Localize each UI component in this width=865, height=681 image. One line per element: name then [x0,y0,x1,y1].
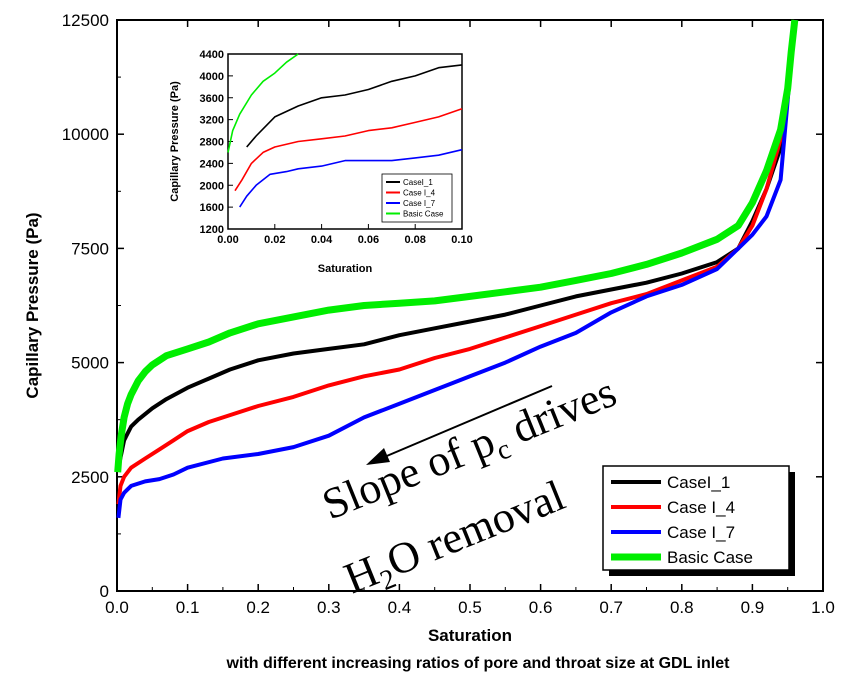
x-tick-label: 0.9 [741,598,765,617]
inset-plot: 0.00 0.02 0.04 0.06 0.08 0.10 1200 1600 2000 2400… [169,49,473,275]
inset-legend-label: Basic Case [403,210,444,219]
legend-label: Basic Case [667,548,753,567]
x-tick-label: 0.8 [670,598,694,617]
y-tick-label: 12500 [62,11,109,30]
main-plot: 0.0 0.1 0.2 0.3 0.4 0.5 0.6 0.7 0.8 0.9 1.0 0 2500 50… [23,11,835,672]
inset-y-tick-label: 1600 [200,202,224,214]
main-axis-ticks: 0.0 0.1 0.2 0.3 0.4 0.5 0.6 0.7 0.8 0.9 1.0 0 2500 50… [62,11,835,617]
inset-x-tick-label: 0.08 [404,234,425,246]
x-tick-label: 0.1 [176,598,200,617]
series-line-case-i-7 [116,19,797,519]
legend-label: CaseI_1 [667,473,730,492]
inset-y-tick-label: 2400 [200,158,224,170]
inset-series-lines [227,53,463,208]
inset-y-tick-label: 1200 [200,224,224,236]
x-tick-label: 0.0 [105,598,129,617]
inset-series-line-casei-1 [246,64,463,148]
inset-x-tick-label: 0.06 [358,234,379,246]
x-axis-title: Saturation [428,626,512,645]
x-tick-label: 0.6 [529,598,553,617]
inset-x-tick-label: 0.10 [451,234,472,246]
inset-x-axis-title: Saturation [318,263,373,275]
series-line-basic-case [114,19,799,473]
y-axis-title: Capillary Pressure (Pa) [23,212,42,398]
x-tick-label: 0.3 [317,598,341,617]
annotation-arrowhead [366,448,390,465]
inset-x-tick-label: 0.02 [264,234,285,246]
y-tick-label: 0 [100,582,109,601]
y-tick-label: 2500 [71,468,109,487]
inset-x-tick-label: 0.04 [311,234,333,246]
legend-label: Case I_7 [667,523,735,542]
x-tick-label: 0.2 [246,598,270,617]
inset-series-line-basic-case [227,53,299,153]
inset-axis-ticks: 0.00 0.02 0.04 0.06 0.08 0.10 1200 1600 2000 2400… [200,49,473,246]
x-tick-label: 0.4 [388,598,412,617]
x-tick-label: 0.7 [599,598,623,617]
inset-y-tick-label: 2800 [200,137,224,149]
annotation-arrow [381,385,553,459]
legend-label: Case I_4 [667,498,735,517]
inset-x-tick-label: 0.00 [217,234,238,246]
inset-y-axis-title: Capillary Pressure (Pa) [169,81,181,202]
inset-y-tick-label: 4000 [200,71,224,83]
inset-legend-label: CaseI_1 [403,178,433,187]
y-tick-label: 5000 [71,354,109,373]
inset-y-tick-label: 3200 [200,115,224,127]
inset-y-tick-label: 4400 [200,49,224,61]
inset-series-line-case-i-7 [239,148,463,208]
inset-y-tick-label: 3600 [200,93,224,105]
inset-series-line-case-i-4 [234,107,463,192]
chart-caption: with different increasing ratios of pore… [226,655,731,672]
inset-legend-label: Case I_7 [403,199,436,208]
main-series-lines [114,19,799,519]
y-tick-label: 7500 [71,239,109,258]
inset-legend-label: Case I_4 [403,189,436,198]
x-tick-label: 1.0 [811,598,835,617]
main-legend: CaseI_1 Case I_4 Case I_7 Basic Case [602,465,795,576]
y-tick-label: 10000 [62,125,109,144]
x-tick-label: 0.5 [458,598,482,617]
slope-annotation: Slope of pc drives H2O removal [315,367,623,603]
inset-y-tick-label: 2000 [200,180,224,192]
